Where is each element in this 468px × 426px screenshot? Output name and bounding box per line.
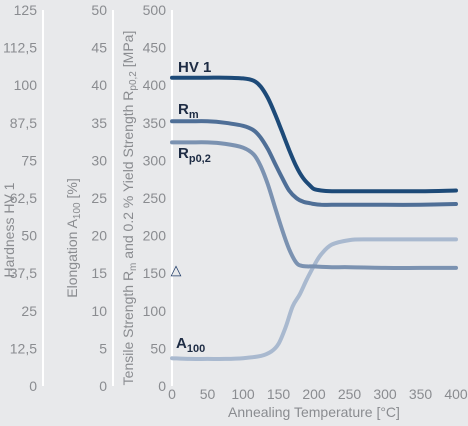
strength-axis-title: Tensile Strength Rm and 0.2 % Yield Stre… xyxy=(120,31,139,386)
elongation-tick-label: 5 xyxy=(99,340,107,356)
hardness-tick-label: 75 xyxy=(21,152,37,168)
marker-triangle: △ xyxy=(171,261,182,277)
hardness-tick-label: 37,5 xyxy=(10,265,37,281)
hardness-tick-label: 12,5 xyxy=(10,340,37,356)
strength-tick-label: 350 xyxy=(143,115,167,131)
series-label-hv1: HV 1 xyxy=(178,59,211,76)
elongation-axis-title: Elongation A100 [%] xyxy=(64,178,83,297)
y-tick-labels: 125112,510087,57562,55037,52512,50504540… xyxy=(3,2,166,394)
series-label-rp02: Rp0,2 xyxy=(178,145,211,165)
x-tick-label: 0 xyxy=(168,386,176,402)
hardness-tick-label: 25 xyxy=(21,303,37,319)
x-tick-label: 150 xyxy=(267,386,291,402)
plot-area xyxy=(172,10,456,386)
strength-tick-label: 500 xyxy=(143,2,167,18)
strength-tick-label: 0 xyxy=(158,378,166,394)
series-lines xyxy=(170,75,458,361)
x-tick-label: 250 xyxy=(338,386,362,402)
hardness-axis-title: Hardness HV 1 xyxy=(1,182,17,277)
x-tick-label: 100 xyxy=(231,386,255,402)
elongation-tick-label: 40 xyxy=(91,77,107,93)
strength-tick-label: 150 xyxy=(143,265,167,281)
strength-tick-label: 250 xyxy=(143,190,167,206)
strength-tick-label: 200 xyxy=(143,228,167,244)
series-line-a100 xyxy=(170,237,458,361)
strength-tick-label: 300 xyxy=(143,152,167,168)
elongation-tick-label: 50 xyxy=(91,2,107,18)
strength-tick-label: 400 xyxy=(143,77,167,93)
x-tick-labels: 0 50 100 150 200 250 300 350 400 xyxy=(168,386,468,402)
elongation-tick-label: 15 xyxy=(91,265,107,281)
strength-tick-label: 100 xyxy=(143,303,167,319)
elongation-tick-label: 25 xyxy=(91,190,107,206)
axis-lines xyxy=(42,10,173,386)
elongation-tick-label: 30 xyxy=(91,152,107,168)
hardness-tick-label: 50 xyxy=(21,228,37,244)
hardness-tick-label: 125 xyxy=(14,2,38,18)
x-tick-label: 350 xyxy=(409,386,433,402)
hardness-tick-label: 0 xyxy=(29,378,37,394)
series-label-a100: A100 xyxy=(176,335,205,355)
hardness-tick-label: 87,5 xyxy=(10,115,37,131)
elongation-tick-label: 0 xyxy=(99,378,107,394)
strength-tick-label: 450 xyxy=(143,40,167,56)
series-line-rp02 xyxy=(170,140,458,270)
hardness-tick-label: 112,5 xyxy=(3,40,37,56)
series-line-hv1 xyxy=(170,75,458,194)
x-tick-label: 200 xyxy=(302,386,326,402)
elongation-tick-label: 10 xyxy=(91,303,107,319)
x-tick-label: 300 xyxy=(373,386,397,402)
x-tick-label: 400 xyxy=(444,386,468,402)
elongation-tick-label: 35 xyxy=(91,115,107,131)
elongation-tick-label: 20 xyxy=(91,228,107,244)
hardness-tick-label: 62,5 xyxy=(10,190,37,206)
strength-tick-label: 50 xyxy=(150,340,166,356)
hardness-tick-label: 100 xyxy=(14,77,38,93)
series-label-rm: Rm xyxy=(178,101,199,121)
x-tick-label: 50 xyxy=(200,386,216,402)
series-line-rm xyxy=(170,119,458,207)
x-axis-title: Annealing Temperature [°C] xyxy=(228,404,400,420)
elongation-tick-label: 45 xyxy=(91,40,107,56)
